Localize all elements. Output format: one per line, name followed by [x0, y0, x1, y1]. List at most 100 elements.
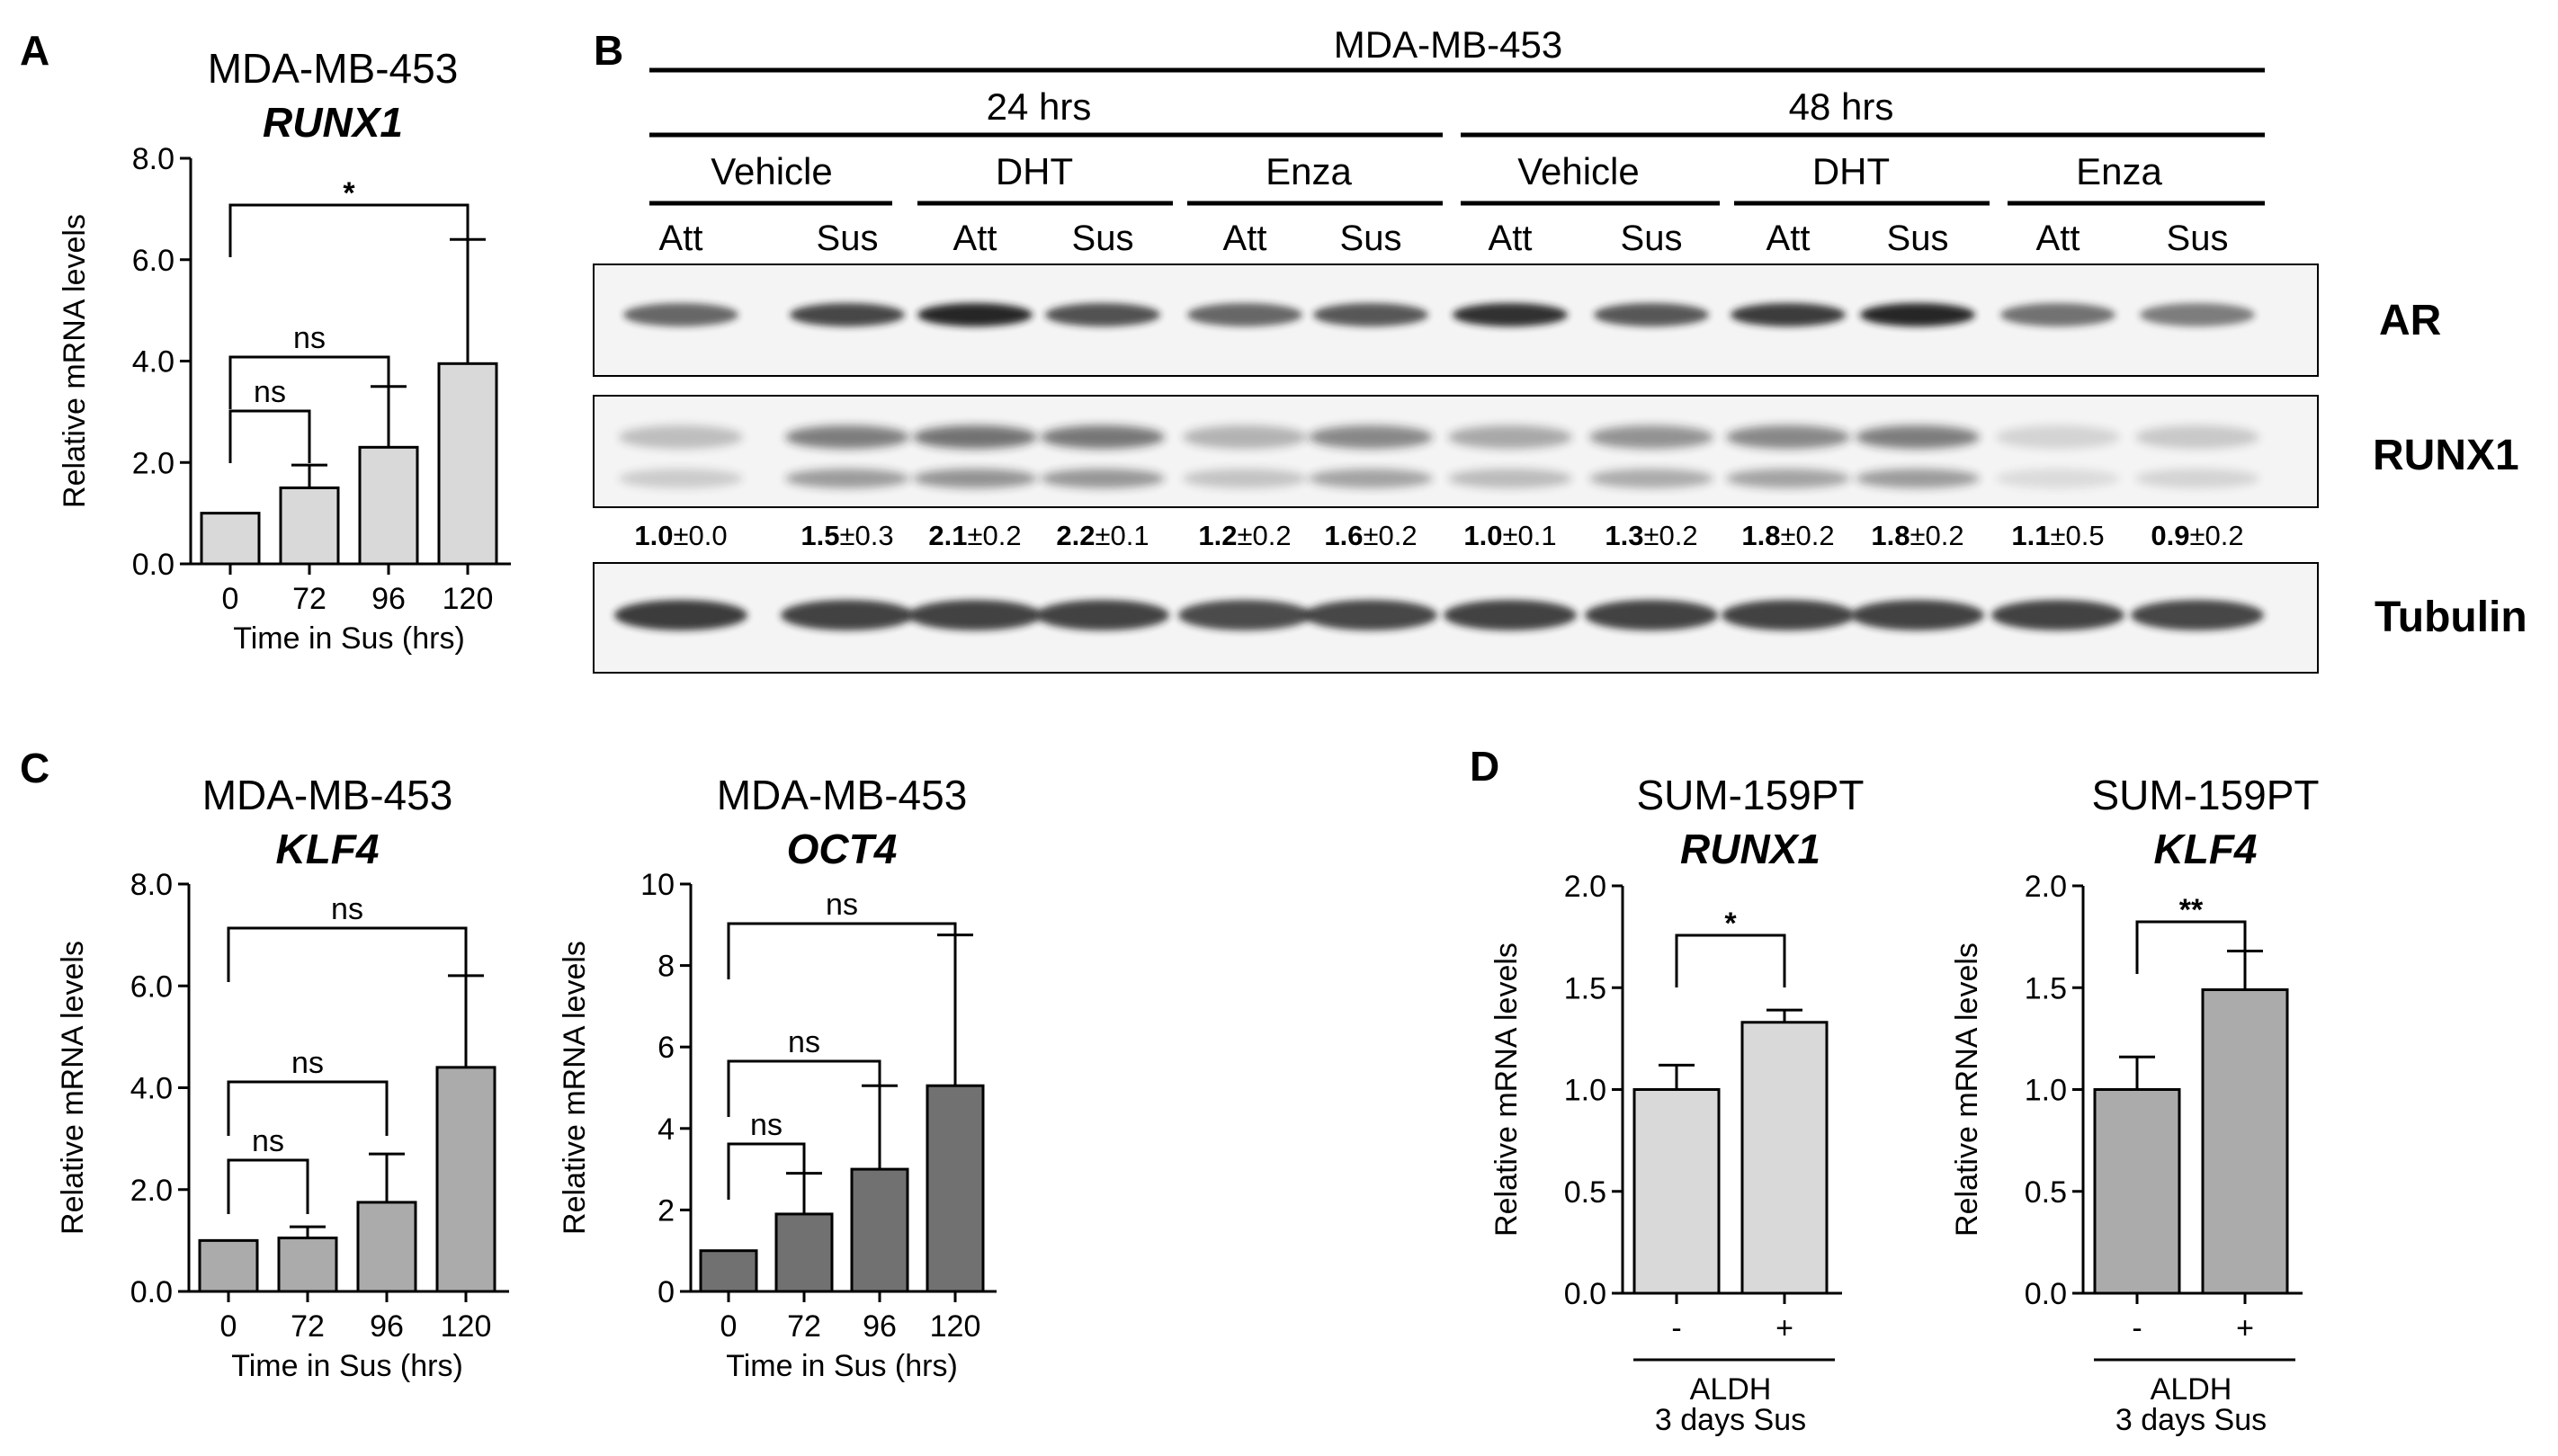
blot-band [785, 425, 909, 449]
y-tick-label: 2.0 [1564, 870, 1606, 904]
condition-enza-48: Enza [2076, 150, 2162, 192]
runx1-blot-frame [593, 395, 2319, 508]
y-tick-label: 8.0 [132, 142, 174, 176]
y-tick-label: 1.5 [2025, 971, 2067, 1005]
quant-sd: ±0.2 [2190, 520, 2244, 551]
significance-label: ns [254, 375, 286, 409]
quant-sd: ±0.2 [968, 520, 1022, 551]
quant-sd: ±0.1 [1503, 520, 1557, 551]
bar [1632, 1088, 1721, 1295]
significance-bracket [727, 922, 957, 979]
x-tick-label: 96 [370, 1309, 404, 1344]
blot-band [1726, 425, 1850, 449]
group-label: ALDH [1690, 1372, 1772, 1407]
y-axis-label: Relative mRNA levels [58, 214, 92, 508]
blot-band [1860, 303, 1975, 326]
blot-band-lower [785, 469, 909, 488]
bar [699, 1249, 758, 1293]
quant-mean: 1.5 [800, 520, 839, 551]
quant-mean: 1.8 [1871, 520, 1910, 551]
runx1-quant-value: 1.0±0.0 [634, 520, 727, 551]
blot-band [619, 425, 743, 449]
panel-a-gene: RUNX1 [263, 99, 403, 146]
panel-c2-gene: OCT4 [787, 826, 898, 872]
lane-label: Sus [2167, 219, 2229, 258]
y-tick-label: 4 [657, 1112, 675, 1147]
condition-dht-24: DHT [996, 150, 1073, 192]
blot-band [781, 600, 914, 630]
bar [200, 512, 261, 566]
quant-sd: ±0.3 [840, 520, 894, 551]
panel-d1-gene: RUNX1 [1680, 826, 1820, 872]
x-tick-label: 0 [720, 1309, 738, 1344]
bar [437, 362, 498, 566]
blot-band-lower [1309, 469, 1433, 488]
y-tick-label: 6.0 [132, 244, 174, 278]
blot-band [1851, 600, 1984, 630]
significance-label: ns [331, 892, 363, 926]
quant-sd: ±0.2 [1644, 520, 1698, 551]
x-tick-label: + [2236, 1311, 2254, 1345]
blot-band [623, 303, 738, 326]
panel-d1-title: SUM-159PT [1636, 772, 1864, 818]
quant-mean: 1.0 [634, 520, 673, 551]
quant-sd: ±0.2 [1364, 520, 1418, 551]
significance-bracket [228, 203, 470, 257]
blot-band [1448, 425, 1572, 449]
significance-bracket [227, 1080, 389, 1136]
runx1-quantification-row: 1.0±0.0 1.5±0.3 2.1±0.2 2.2±0.1 1.2±0.2 1.6±0… [634, 520, 2243, 551]
blot-label-runx1: RUNX1 [2373, 432, 2519, 479]
runx1-blot-bands [619, 425, 2259, 488]
blot-band-lower [913, 469, 1037, 488]
condition-vehicle-48: Vehicle [1517, 150, 1639, 192]
x-tick-label: 72 [787, 1309, 821, 1344]
x-tick-label: + [1775, 1311, 1793, 1345]
blot-band-lower [1726, 469, 1850, 488]
blot-band [2000, 303, 2115, 326]
blot-band [1453, 303, 1568, 326]
blot-label-tubulin: Tubulin [2375, 594, 2527, 641]
runx1-quant-value: 1.3±0.2 [1605, 520, 1697, 551]
blot-band-lower [2135, 469, 2259, 488]
panel-b-label: B [594, 27, 623, 74]
runx1-quant-value: 1.6±0.2 [1324, 520, 1417, 551]
runx1-quant-value: 1.8±0.2 [1741, 520, 1834, 551]
lane-label: Sus [817, 219, 879, 258]
runx1-quant-value: 1.8±0.2 [1871, 520, 1963, 551]
blot-band [1187, 303, 1302, 326]
blot-band-lower [1856, 469, 1980, 488]
panel-c1-gene: KLF4 [276, 826, 380, 872]
y-tick-label: 1.0 [1564, 1074, 1606, 1108]
time-header-24: 24 hrs [987, 85, 1092, 128]
significance-bracket [228, 409, 311, 463]
panel-d: D SUM-159PT RUNX1 0.0 0.5 1.0 1.5 2.0 Relativ… [1470, 743, 2320, 1437]
significance-bracket [227, 926, 468, 982]
bar [358, 445, 419, 566]
x-tick-label: 96 [863, 1309, 897, 1344]
panel-a: A MDA-MB-453 RUNX1 0.0 2.0 4.0 6.0 8.0 Relati… [20, 27, 511, 656]
blot-band [1178, 600, 1311, 630]
panel-c: C MDA-MB-453 KLF4 0.0 2.0 4.0 6.0 8.0 Relativ… [20, 745, 997, 1383]
blot-band [1856, 425, 1980, 449]
blot-band [1041, 425, 1165, 449]
x-tick-label: 72 [291, 1309, 325, 1344]
quant-mean: 1.3 [1605, 520, 1643, 551]
blot-band [1996, 425, 2120, 449]
bar [774, 1212, 834, 1293]
y-tick-label: 0.0 [2025, 1277, 2067, 1311]
blot-band [917, 303, 1033, 326]
panel-d2-chart: 0.0 0.5 1.0 1.5 2.0 Relative mRNA levels - +ALD… [1950, 870, 2303, 1437]
significance-label: ns [291, 1046, 324, 1080]
blot-band [1589, 425, 1713, 449]
significance-bracket [228, 355, 390, 409]
y-axis-label: Relative mRNA levels [558, 941, 592, 1235]
y-axis-label: Relative mRNA levels [56, 941, 90, 1235]
blot-band [1731, 303, 1846, 326]
x-tick-label: - [2132, 1311, 2142, 1345]
y-axis-label: Relative mRNA levels [1950, 942, 1984, 1237]
blot-band-lower [1996, 469, 2120, 488]
significance-label: ns [293, 321, 326, 355]
runx1-quant-value: 1.0±0.1 [1463, 520, 1556, 551]
x-tick-label: 0 [220, 1309, 237, 1344]
y-tick-label: 6 [657, 1031, 675, 1065]
